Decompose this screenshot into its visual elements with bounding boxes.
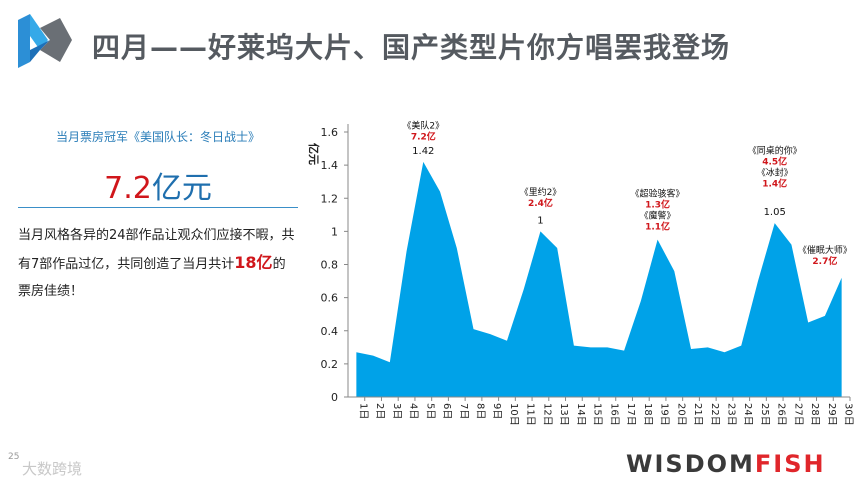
y-tick-label: 0.4	[321, 325, 339, 338]
annotation-movie-title: 《魔警》	[640, 210, 676, 222]
brand-text-2: FISH	[754, 450, 826, 478]
summary-description: 当月风格各异的24部作品让观众们应接不暇，共有7部作品过亿，共同创造了当月共计1…	[18, 222, 298, 305]
annotation-box-office: 7.2亿	[411, 131, 436, 143]
desc-text-1: 当月风格各异的24部作品让观众们应接不暇，共有7部作品过亿，共同创造了当月共计	[18, 228, 295, 272]
annotation-box-office: 4.5亿	[762, 156, 787, 168]
data-label: 1.05	[764, 207, 786, 218]
champion-number: 7.2	[104, 171, 152, 206]
x-tick-label: 30日	[843, 403, 854, 426]
summary-panel: 当月票房冠军《美国队长：冬日战士》 7.2亿元 当月风格各异的24部作品让观众们…	[18, 128, 298, 305]
annotation-movie-title: 《里约2》	[520, 186, 562, 198]
x-tick-label: 2日	[374, 403, 385, 419]
y-tick-label: 0	[331, 391, 338, 404]
x-tick-label: 18日	[642, 403, 653, 426]
box-office-area-chart: 0 0.2 0.4 0.6 0.8 1 1.2 1.4 1.6亿元 1日 2日 3日 4日 5日 6日 7日 8…	[307, 120, 854, 426]
x-tick-label: 21日	[692, 403, 703, 426]
x-tick-label: 19日	[659, 403, 670, 426]
y-tick-label: 1	[331, 225, 338, 238]
annotation-movie-title: 《超验骇客》	[631, 188, 685, 200]
desc-highlight: 18亿	[234, 253, 273, 272]
x-tick-label: 20日	[675, 403, 686, 426]
x-tick-label: 14日	[575, 403, 586, 426]
y-tick-label: 0.8	[321, 259, 339, 272]
annotation-box-office: 2.7亿	[812, 255, 837, 267]
y-tick-label: 1.2	[321, 192, 339, 205]
y-tick-label: 1.4	[321, 159, 339, 172]
x-tick-label: 11日	[525, 403, 536, 426]
x-tick-label: 25日	[759, 403, 770, 426]
brand-text-1: WISDOM	[626, 450, 755, 478]
watermark: 大数跨境	[22, 460, 83, 478]
champion-label: 当月票房冠军《美国队长：冬日战士》	[55, 130, 260, 144]
data-label: 1	[537, 215, 543, 226]
annotation-box-office: 1.3亿	[645, 199, 670, 211]
x-tick-label: 15日	[592, 403, 603, 426]
y-axis-label: 亿元	[307, 143, 321, 165]
x-tick-label: 5日	[424, 403, 435, 419]
x-tick-label: 17日	[625, 403, 636, 426]
annotation-movie-title: 《美队2》	[402, 120, 444, 132]
annotation-movie-title: 《催眠大师》	[798, 244, 852, 256]
annotation-box-office: 1.4亿	[762, 178, 787, 190]
x-tick-label: 28日	[809, 403, 820, 426]
page-title: 四月——好莱坞大片、国产类型片你方唱罢我登场	[92, 31, 731, 64]
annotation-box-office: 1.1亿	[645, 221, 670, 233]
champion-unit: 亿元	[151, 171, 212, 206]
x-tick-label: 8日	[475, 403, 486, 419]
desc-text-2: 的票房佳绩！	[18, 257, 286, 299]
x-tick-label: 10日	[508, 403, 519, 426]
annotation-box-office: 2.4亿	[528, 197, 553, 209]
y-tick-label: 0.2	[321, 358, 339, 371]
data-label: 1.42	[412, 146, 434, 157]
annotation-movie-title: 《冰封》	[757, 167, 793, 179]
x-tick-label: 13日	[558, 403, 569, 426]
annotation-movie-title: 《同桌的你》	[748, 145, 802, 157]
x-tick-label: 27日	[792, 403, 803, 426]
x-tick-label: 4日	[408, 403, 419, 419]
area-series	[356, 161, 842, 397]
divider	[18, 207, 298, 208]
x-tick-label: 1日	[357, 403, 368, 419]
y-tick-label: 0.6	[321, 292, 339, 305]
brand-logo: WISDOMFISH	[626, 450, 826, 478]
x-tick-label: 23日	[726, 403, 737, 426]
page-number: 25	[8, 452, 20, 462]
x-tick-label: 6日	[441, 403, 452, 419]
x-tick-label: 3日	[391, 403, 402, 419]
x-tick-label: 9日	[491, 403, 502, 419]
y-tick-label: 1.6	[321, 126, 339, 139]
x-tick-label: 26日	[776, 403, 787, 426]
x-tick-label: 7日	[458, 403, 469, 419]
x-tick-label: 12日	[541, 403, 552, 426]
x-tick-label: 22日	[709, 403, 720, 426]
logo-icon	[18, 14, 72, 68]
champion-value: 7.2亿元	[18, 163, 298, 206]
x-tick-label: 16日	[608, 403, 619, 426]
x-tick-label: 29日	[826, 403, 837, 426]
x-tick-label: 24日	[742, 403, 753, 426]
